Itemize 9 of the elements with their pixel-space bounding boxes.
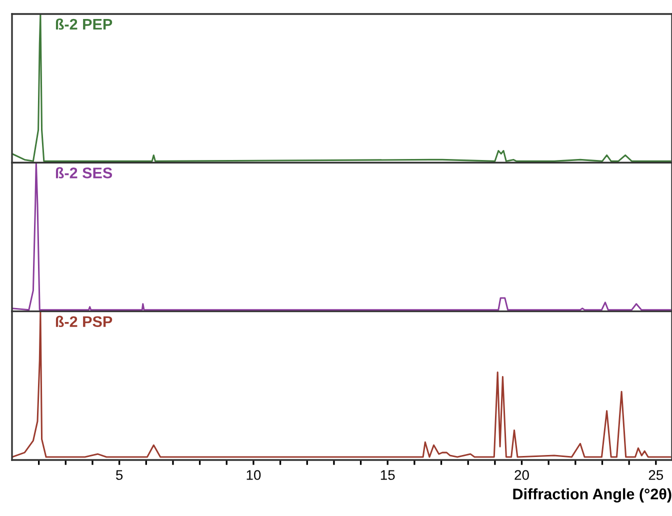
x-tick-label: 25 [648,470,664,480]
x-tick-label: 15 [380,470,395,480]
x-tick-label: 5 [116,470,123,480]
x-tick-label: 20 [514,470,529,480]
series-label: ß-2 PSP [56,316,112,328]
series-label: ß-2 PEP [56,18,112,30]
x-tick-label: 10 [246,470,261,480]
series-label: ß-2 SES [56,167,112,178]
x-axis-title: Diffraction Angle (°2θ) [513,488,672,503]
